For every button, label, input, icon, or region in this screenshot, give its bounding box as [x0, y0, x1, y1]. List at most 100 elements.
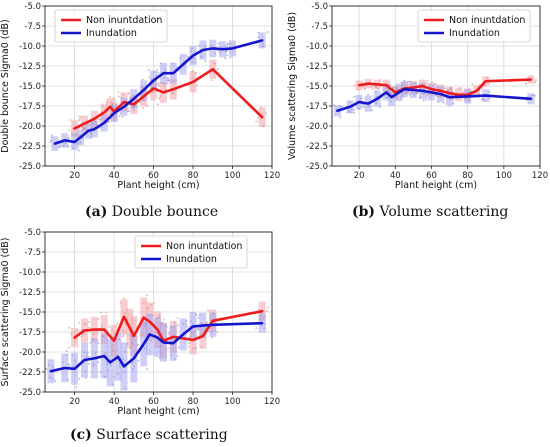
sample-point — [127, 107, 129, 110]
sample-point — [170, 354, 173, 357]
sample-point — [122, 297, 125, 300]
sample-point — [118, 338, 121, 341]
sample-point — [375, 102, 378, 105]
sample-point — [423, 92, 426, 95]
sample-point — [96, 332, 99, 335]
sample-point — [102, 105, 104, 108]
sample-point — [90, 135, 93, 138]
sample-point — [139, 101, 141, 104]
sample-point — [145, 307, 148, 310]
sample-point — [159, 96, 161, 99]
sample-point — [189, 50, 192, 53]
sample-point — [133, 365, 136, 368]
sample-point — [176, 355, 179, 357]
sample-point — [97, 361, 100, 364]
sample-point — [367, 93, 369, 96]
sample-point — [346, 111, 349, 114]
sample-point — [225, 50, 228, 53]
sample-point — [353, 111, 355, 114]
sample-point — [259, 314, 262, 317]
x-tick-label: 100 — [496, 171, 512, 181]
y-tick-label: -22.5 — [19, 368, 41, 378]
sample-point — [49, 140, 52, 143]
sample-point — [112, 349, 115, 352]
y-axis-label: Volume scattering Sigma0 (dB) — [287, 12, 298, 160]
sample-point — [121, 329, 124, 331]
sample-point — [191, 322, 194, 325]
sample-point — [371, 109, 373, 112]
sample-point — [78, 330, 81, 333]
y-tick-label: -17.5 — [306, 102, 328, 112]
sample-point — [373, 85, 376, 88]
legend-label-non-inundation: Non inuntdation — [449, 15, 525, 26]
sample-point — [405, 91, 408, 94]
legend-label-non-inundation: Non inuntdation — [166, 241, 242, 252]
sample-point — [197, 316, 200, 319]
sample-point — [262, 125, 265, 127]
sample-point — [204, 60, 207, 63]
x-tick-label: 80 — [188, 171, 199, 181]
sample-point — [51, 365, 54, 368]
sample-point — [88, 326, 91, 329]
double-bounce-chart: -25.0 -22.5 -20.0 -17.5 -15.0 -12.5 -10.0 -7.5 -… — [0, 2, 280, 191]
sample-point — [389, 92, 392, 95]
sample-point — [118, 115, 121, 117]
sample-point — [58, 146, 61, 148]
sample-point — [260, 324, 263, 327]
sample-point — [78, 321, 81, 324]
sample-point — [119, 112, 122, 115]
sample-point — [255, 120, 258, 123]
sample-point — [127, 92, 130, 95]
sample-point — [69, 119, 72, 121]
sample-point — [459, 87, 462, 89]
sample-point — [87, 320, 90, 323]
sample-point — [153, 99, 156, 101]
sample-point — [485, 76, 488, 79]
sample-point — [363, 106, 365, 108]
sample-point — [105, 311, 108, 314]
sample-point — [379, 79, 381, 81]
sample-point — [400, 96, 402, 99]
sample-point — [156, 69, 158, 72]
x-tick-label: 40 — [109, 171, 120, 181]
sample-point — [224, 57, 227, 60]
sample-point — [112, 344, 115, 347]
sample-point — [257, 116, 259, 119]
legend-label-inundation: Inundation — [86, 28, 137, 39]
sample-point — [59, 145, 62, 148]
sample-point — [150, 303, 153, 306]
sample-point — [481, 98, 484, 100]
sample-point — [163, 76, 166, 79]
sample-point — [118, 365, 121, 368]
y-tick-label: -20.0 — [306, 122, 328, 132]
sample-point — [339, 116, 342, 119]
y-tick-label: -17.5 — [19, 102, 41, 112]
sample-point — [426, 93, 429, 96]
sample-point — [214, 62, 217, 65]
legend-box — [417, 9, 531, 43]
sample-point — [77, 142, 80, 145]
y-tick-label: -22.5 — [19, 142, 41, 152]
sample-point — [447, 89, 450, 91]
sample-point — [92, 364, 95, 367]
y-tick-label: -20.0 — [19, 348, 41, 358]
sample-point — [54, 380, 57, 382]
sample-point — [49, 376, 51, 379]
sample-point — [452, 98, 455, 101]
sample-point — [139, 334, 141, 336]
sample-point — [68, 327, 71, 329]
sample-point — [402, 91, 405, 94]
sample-point — [260, 106, 263, 108]
x-axis-label: Plant height (cm) — [395, 180, 477, 191]
sample-point — [131, 342, 134, 345]
x-axis-label: Plant height (cm) — [117, 180, 199, 191]
sample-point — [401, 84, 404, 87]
sample-point — [70, 333, 73, 335]
sample-point — [150, 98, 153, 101]
sample-point — [359, 97, 362, 100]
sample-point — [51, 378, 54, 380]
sample-point — [156, 316, 159, 319]
sample-point — [110, 345, 113, 348]
sample-point — [67, 145, 69, 148]
sample-point — [200, 346, 203, 348]
